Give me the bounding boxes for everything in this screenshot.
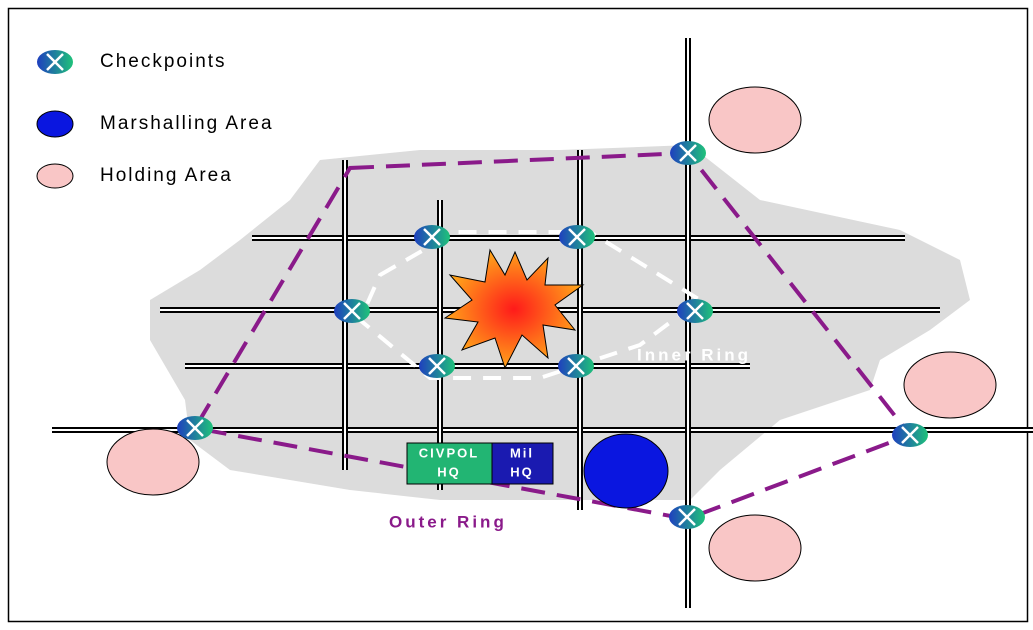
marshalling-area <box>583 433 669 509</box>
legend: Checkpoints Marshalling Area Holding Are… <box>35 48 274 189</box>
civpol-box <box>406 442 493 485</box>
inner-ring <box>357 230 704 380</box>
civpol-label: HQ <box>437 464 461 479</box>
legend-label: Marshalling Area <box>100 113 274 134</box>
incident <box>443 248 585 370</box>
inner-ring-label: Inner Ring <box>637 345 751 364</box>
mil-label: HQ <box>510 464 534 479</box>
mil-label: Mil <box>510 445 534 460</box>
outer-ring <box>191 150 914 522</box>
mil-box <box>491 442 554 485</box>
legend-label: Checkpoints <box>100 51 227 72</box>
holding-areas <box>106 86 997 582</box>
outer-ring-label: Outer Ring <box>389 512 507 531</box>
civpol-label: CIVPOL <box>419 445 479 460</box>
legend-label: Holding Area <box>100 165 233 186</box>
